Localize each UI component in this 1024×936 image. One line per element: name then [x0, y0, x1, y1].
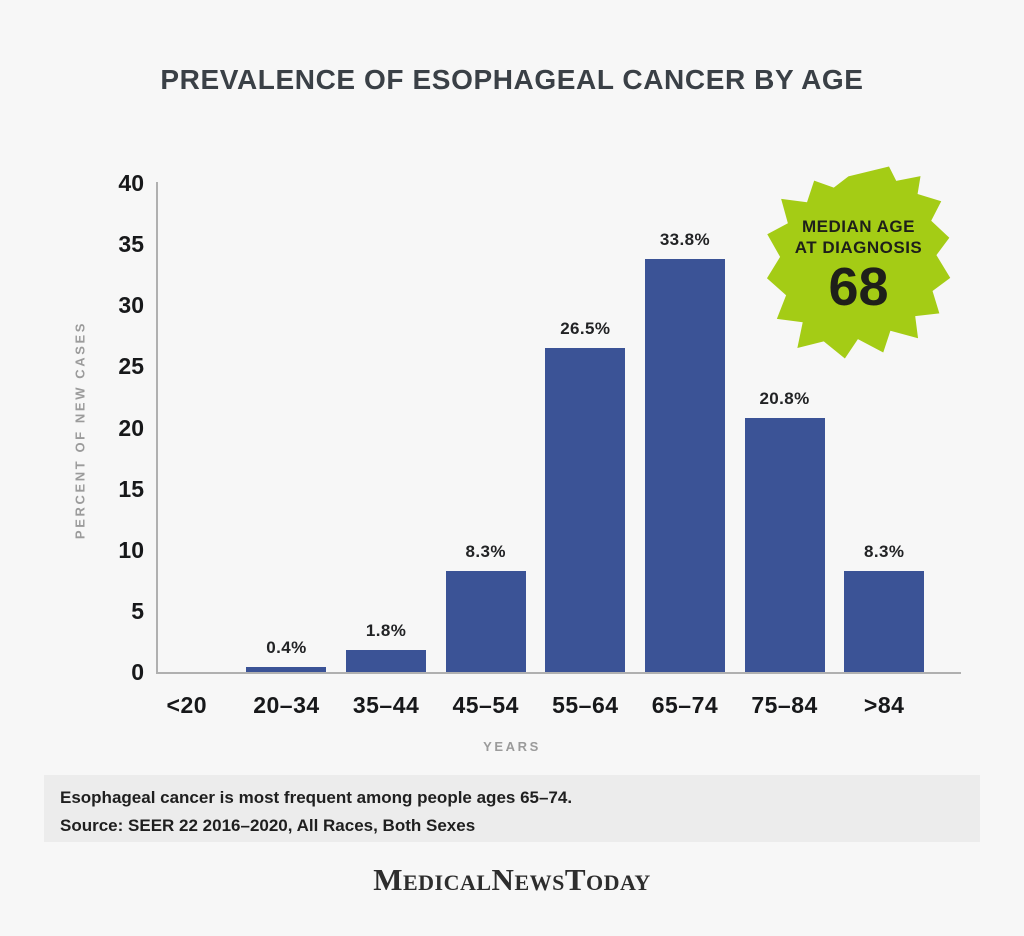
x-tick-label: 45–54: [452, 692, 519, 718]
y-tick-label: 30: [118, 292, 144, 319]
y-tick-label: 35: [118, 231, 144, 258]
y-tick-label: 10: [118, 536, 144, 563]
bar: [445, 571, 526, 672]
bars-row: 0.4% 1.8% 8.3% 26.5% 33.8% 20.8% 8.3%: [137, 183, 934, 672]
bar-value-label: 0.4%: [266, 638, 307, 657]
badge-blob-shape: [766, 166, 951, 359]
y-tick-label: 20: [118, 414, 144, 441]
chart-title: PREVALENCE OF ESOPHAGEAL CANCER BY AGE: [160, 64, 864, 95]
x-tick-label: <20: [166, 692, 208, 718]
footnote-band: Esophageal cancer is most frequent among…: [44, 775, 980, 842]
bar-value-label: 8.3%: [864, 542, 905, 561]
x-tick-label: 55–64: [552, 692, 619, 718]
bar: [346, 650, 427, 672]
badge-label-line1: MEDIAN AGE: [802, 216, 915, 236]
bar: [644, 259, 725, 672]
bar-slot: [137, 663, 237, 672]
bar-slot: 26.5%: [536, 319, 636, 672]
source-text: Source: SEER 22 2016–2020, All Races, Bo…: [60, 816, 476, 835]
y-tick-label: 0: [131, 659, 144, 685]
bar: [744, 418, 825, 672]
median-age-badge: MEDIAN AGE AT DIAGNOSIS 68: [766, 162, 951, 360]
bar: [545, 348, 626, 672]
y-tick-label: 15: [118, 475, 144, 502]
bar-value-label: 1.8%: [365, 621, 407, 640]
x-axis-line: [156, 672, 961, 674]
y-axis-ticks: 0 5 10 15 20 25 30 35 40: [92, 0, 144, 936]
bar-slot: 20.8%: [735, 389, 835, 672]
badge-blob: [766, 166, 951, 359]
badge-median-value: 68: [828, 256, 889, 317]
y-axis-title: PERCENT OF NEW CASES: [72, 320, 88, 540]
y-tick-label: 25: [118, 353, 144, 380]
y-tick-label: 5: [131, 597, 144, 624]
footnote-text: Esophageal cancer is most frequent among…: [60, 788, 573, 807]
bar-value-label: 20.8%: [759, 389, 810, 408]
y-tick-label: 40: [118, 170, 144, 196]
x-axis-labels: <20 20–34 35–44 45–54 55–64 65–74 75–84 >84: [137, 692, 934, 719]
medicalnewstoday-logo: MedicalNewsToday: [373, 862, 651, 897]
bar-slot: 8.3%: [436, 542, 536, 672]
bar-value-label: 33.8%: [659, 230, 711, 249]
x-tick-label: >84: [863, 692, 905, 718]
badge-label-line2: AT DIAGNOSIS: [794, 237, 923, 257]
x-tick-label: 65–74: [651, 692, 719, 718]
bar: [844, 571, 925, 672]
x-tick-label: 20–34: [253, 692, 320, 718]
bar-value-label: 8.3%: [465, 542, 506, 561]
bar: [246, 667, 327, 672]
bar-slot: 1.8%: [336, 621, 436, 672]
x-axis-title: YEARS: [483, 739, 541, 754]
x-tick-label: 35–44: [352, 692, 420, 718]
bar-slot: 0.4%: [237, 638, 337, 672]
badge-text: MEDIAN AGE AT DIAGNOSIS 68: [766, 162, 951, 360]
bar-value-label: 26.5%: [560, 319, 611, 338]
bar-slot: 8.3%: [834, 542, 934, 672]
x-tick-label: 75–84: [751, 692, 818, 718]
bar-slot: 33.8%: [635, 230, 735, 672]
y-axis-line: [156, 182, 158, 674]
